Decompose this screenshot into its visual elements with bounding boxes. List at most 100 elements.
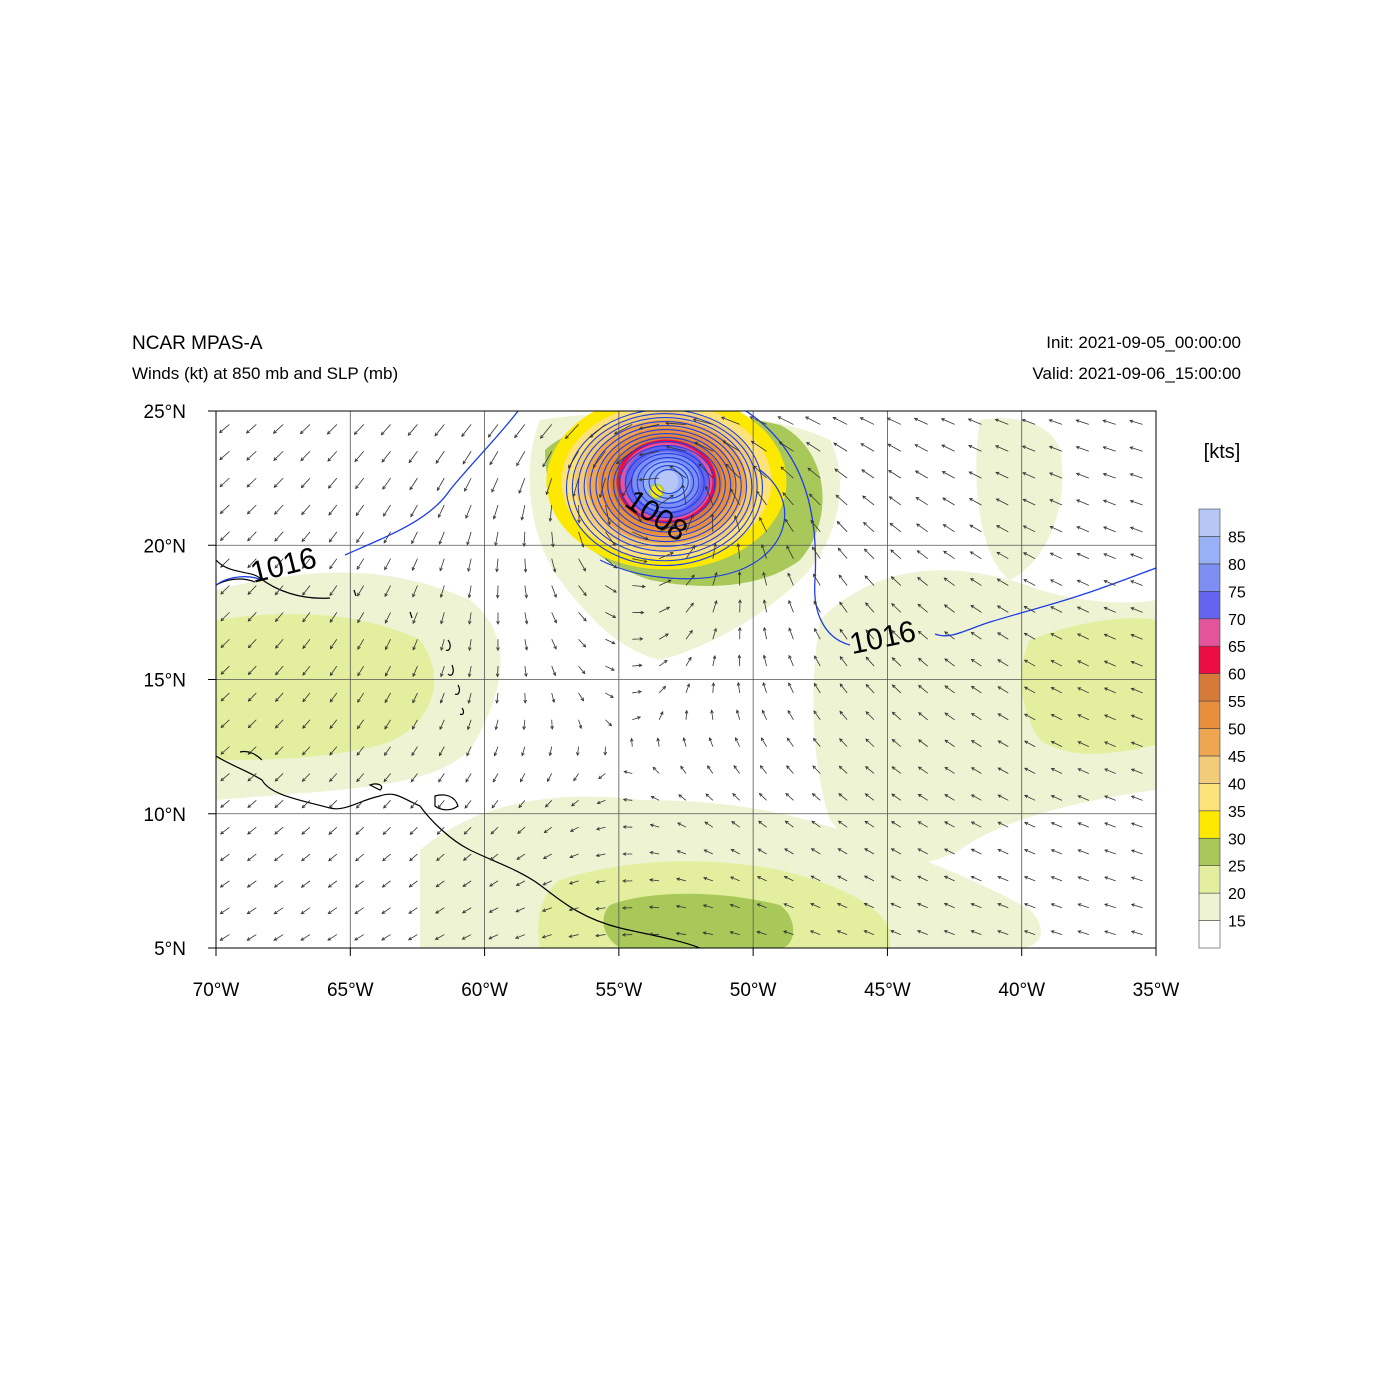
wind-vector-head bbox=[247, 617, 252, 622]
wind-vector-head bbox=[247, 671, 252, 676]
isobar-1016 bbox=[934, 567, 1156, 637]
wind-vector-head bbox=[1076, 606, 1081, 610]
wind-vector-head bbox=[434, 936, 439, 940]
wind-vector bbox=[357, 585, 365, 597]
wind-vector bbox=[521, 504, 526, 520]
wind-vector-head bbox=[839, 683, 844, 688]
wind-vector-head bbox=[808, 493, 813, 498]
wind-vector-head bbox=[684, 709, 689, 714]
wind-vector-head bbox=[355, 857, 360, 862]
wind-vector-head bbox=[758, 820, 762, 825]
isobar-inner bbox=[654, 468, 684, 495]
wind-vector-head bbox=[731, 821, 736, 825]
wind-vector-head bbox=[729, 930, 734, 935]
wind-vector-head bbox=[649, 823, 654, 828]
wind-vector bbox=[721, 417, 740, 425]
wind-vector-head bbox=[810, 519, 815, 524]
wind-vector-head bbox=[637, 690, 642, 694]
wind-vector-head bbox=[1077, 714, 1082, 718]
wind-vector bbox=[917, 903, 928, 909]
wind-vector bbox=[524, 666, 527, 677]
wind-vector bbox=[917, 930, 928, 935]
wind-vector bbox=[605, 665, 615, 671]
wind-vector bbox=[649, 879, 660, 882]
wind-vector bbox=[551, 665, 556, 676]
wind-vector bbox=[709, 737, 714, 747]
wind-vector-head bbox=[355, 485, 359, 490]
wind-vector bbox=[1050, 552, 1063, 560]
wind-vector bbox=[220, 692, 230, 702]
wind-vector-head bbox=[1129, 446, 1134, 450]
wind-vector bbox=[811, 875, 821, 882]
wind-vector bbox=[246, 934, 257, 941]
wind-vector bbox=[549, 746, 553, 756]
wind-vector-head bbox=[489, 461, 493, 466]
wind-vector-head bbox=[1050, 633, 1055, 637]
wind-vector bbox=[788, 627, 794, 640]
wind-vector bbox=[649, 906, 660, 909]
wind-vector-head bbox=[328, 831, 333, 835]
wind-vector-head bbox=[1050, 795, 1055, 799]
wind-vector bbox=[568, 451, 579, 469]
colorbar-level-label: 30 bbox=[1228, 831, 1246, 848]
wind-vector bbox=[711, 710, 714, 720]
wind-vector bbox=[569, 934, 579, 938]
wind-vector bbox=[220, 504, 230, 514]
wind-vector bbox=[409, 853, 418, 861]
wind-vector-head bbox=[1130, 849, 1135, 853]
wind-vector bbox=[384, 746, 391, 756]
wind-vector bbox=[971, 767, 982, 774]
wind-vector-head bbox=[220, 697, 225, 702]
wind-vector-head bbox=[917, 657, 922, 662]
wind-vector bbox=[571, 800, 579, 807]
wind-vector-head bbox=[864, 820, 869, 825]
wind-vector bbox=[917, 875, 928, 882]
wind-vector bbox=[631, 738, 633, 747]
axes: 70°W 65°W 60°W 55°W 50°W 45°W 40°W 35°W 25°N 20°N… bbox=[144, 402, 1180, 1001]
wind-vector-head bbox=[580, 697, 584, 702]
wind-vector bbox=[551, 719, 553, 730]
wind-vector bbox=[788, 600, 794, 613]
wind-vector-head bbox=[1129, 499, 1134, 504]
wind-vector bbox=[788, 682, 794, 694]
wind-vector-head bbox=[302, 724, 306, 729]
wind-vector bbox=[759, 517, 767, 532]
isobar-inner bbox=[619, 445, 716, 523]
wind-vector-head bbox=[573, 777, 577, 782]
wind-vector-head bbox=[1103, 526, 1108, 530]
wind-vector bbox=[1104, 687, 1116, 694]
wind-vector bbox=[997, 849, 1009, 855]
wind-vector-head bbox=[409, 831, 414, 835]
wind-vector-head bbox=[785, 792, 790, 797]
wind-vector bbox=[1104, 768, 1116, 774]
wind-vector bbox=[411, 531, 418, 544]
wind-vector-head bbox=[522, 543, 526, 547]
lon-tick-label: 50°W bbox=[730, 980, 777, 1001]
wind-vector-head bbox=[669, 494, 674, 499]
wind-vector bbox=[996, 525, 1009, 533]
colorbar-unit-label: [kts] bbox=[1204, 441, 1241, 463]
wind-vector-head bbox=[436, 857, 440, 862]
wind-vector-head bbox=[1050, 606, 1055, 610]
wind-vector-head bbox=[220, 671, 225, 675]
wind-vector bbox=[247, 504, 257, 515]
wind-vector bbox=[971, 794, 982, 801]
wind-vector-head bbox=[274, 751, 279, 756]
colorbar-level-label: 60 bbox=[1228, 667, 1246, 684]
wind-vector-head bbox=[940, 418, 945, 422]
wind-vector bbox=[676, 878, 687, 882]
wind-vector-head bbox=[524, 673, 528, 678]
lon-tick-label: 55°W bbox=[596, 980, 643, 1001]
wind-vector-head bbox=[736, 542, 741, 547]
wind-vector bbox=[1051, 714, 1063, 721]
wind-vector bbox=[354, 907, 364, 914]
wind-vector-head bbox=[274, 777, 279, 782]
wind-vector-head bbox=[468, 647, 472, 652]
wind-vector-head bbox=[863, 875, 868, 879]
wind-vector bbox=[631, 504, 642, 523]
wind-vector bbox=[515, 907, 526, 913]
wind-vector bbox=[1024, 686, 1036, 694]
wind-vector-head bbox=[888, 496, 893, 500]
wind-vector-head bbox=[676, 850, 681, 854]
wind-vector bbox=[1103, 420, 1116, 425]
